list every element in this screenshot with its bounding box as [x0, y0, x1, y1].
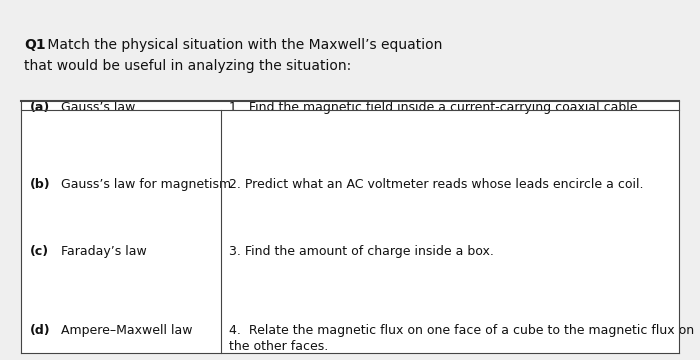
Text: (c): (c) [29, 245, 48, 258]
Text: that would be useful in analyzing the situation:: that would be useful in analyzing the si… [25, 59, 351, 73]
Text: (a): (a) [29, 101, 50, 114]
Text: 3. Find the amount of charge inside a box.: 3. Find the amount of charge inside a bo… [229, 245, 494, 258]
Text: Match the physical situation with the Maxwell’s equation: Match the physical situation with the Ma… [43, 38, 443, 52]
Text: 4.  Relate the magnetic flux on one face of a cube to the magnetic flux on the o: 4. Relate the magnetic flux on one face … [229, 324, 694, 354]
Text: Gauss’s law: Gauss’s law [57, 101, 135, 114]
Text: (b): (b) [29, 178, 50, 191]
Bar [21, 101, 679, 353]
Text: Gauss’s law for magnetism: Gauss’s law for magnetism [57, 178, 231, 191]
Text: (d): (d) [29, 324, 50, 337]
Text: Faraday’s law: Faraday’s law [57, 245, 146, 258]
Text: Q1: Q1 [25, 38, 46, 52]
Text: 1.  Find the magnetic field inside a current-carrying coaxial cable.: 1. Find the magnetic field inside a curr… [229, 101, 641, 114]
Text: Ampere–Maxwell law: Ampere–Maxwell law [57, 324, 192, 337]
Text: 2. Predict what an AC voltmeter reads whose leads encircle a coil.: 2. Predict what an AC voltmeter reads wh… [229, 178, 643, 191]
